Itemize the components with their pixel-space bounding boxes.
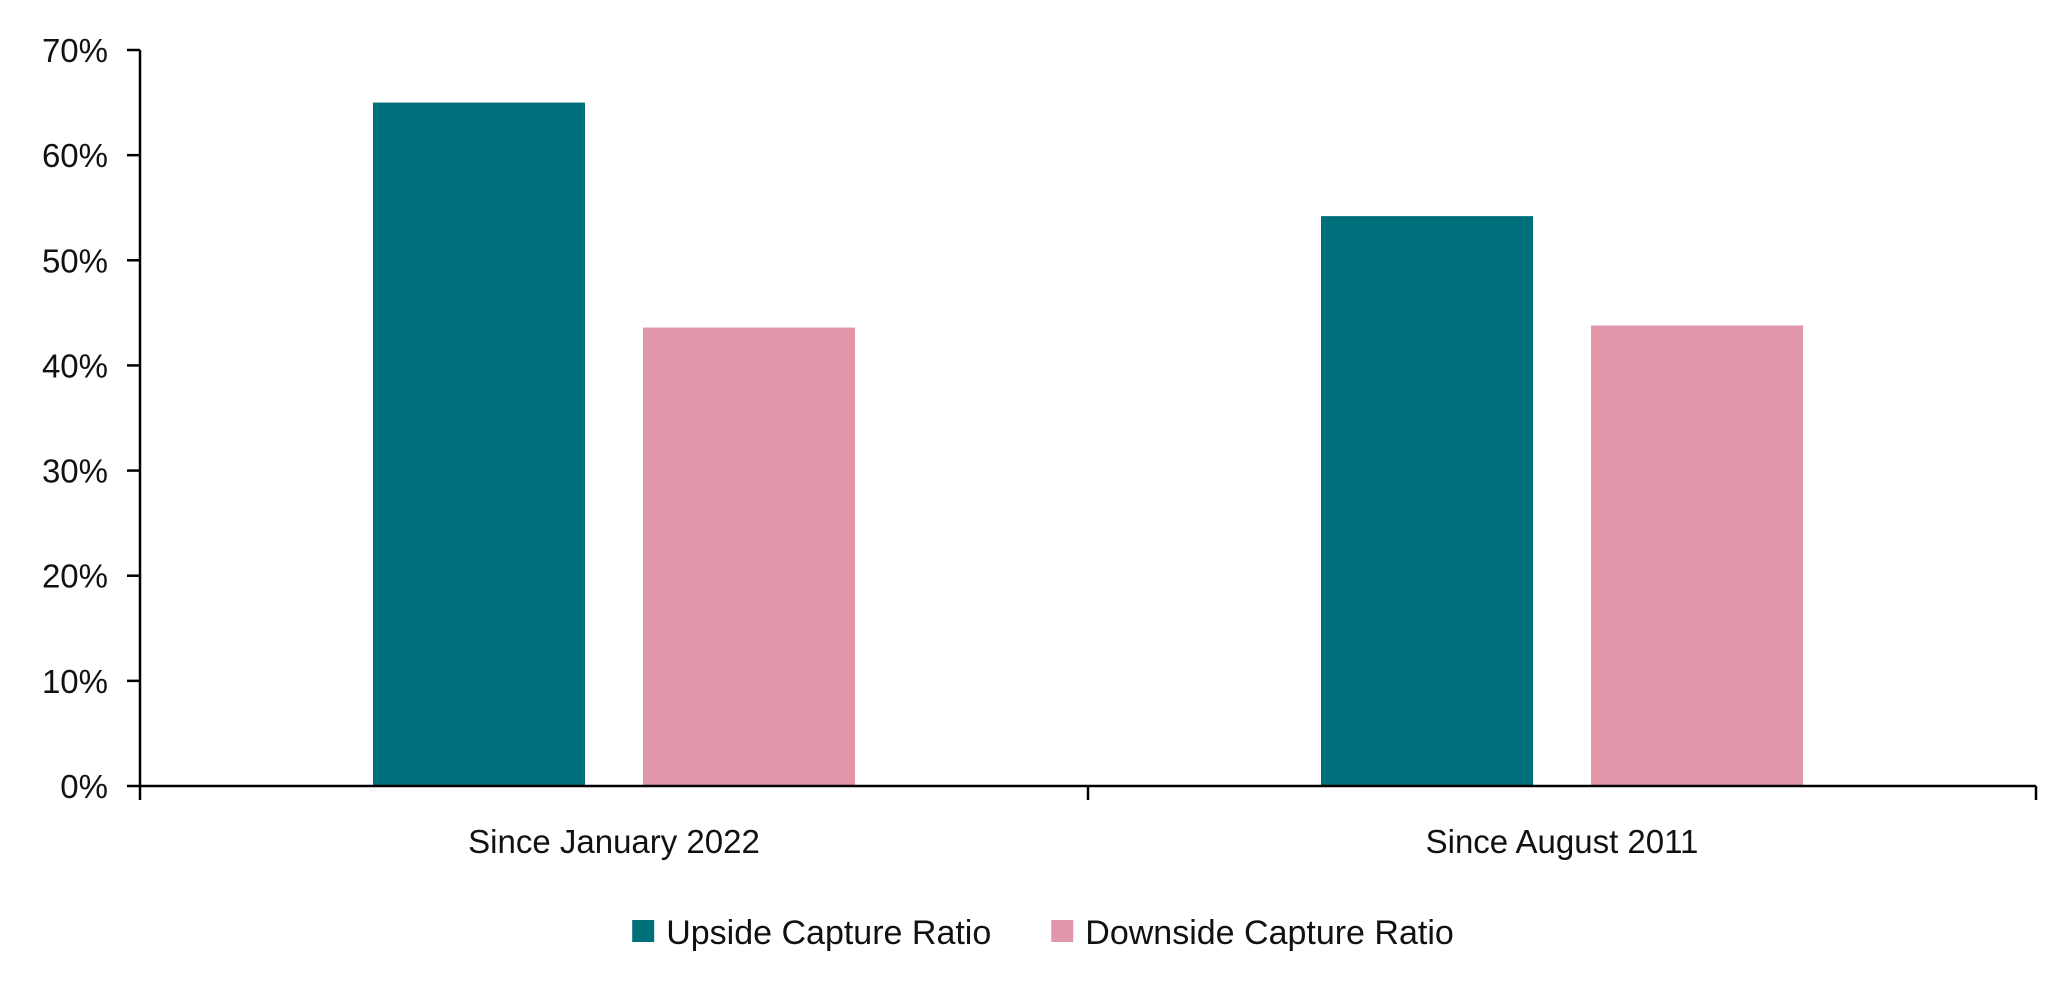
y-tick-label: 50% bbox=[42, 242, 108, 279]
x-axis bbox=[138, 784, 2038, 800]
y-tick-label: 30% bbox=[42, 453, 108, 490]
legend-swatch bbox=[1051, 920, 1074, 942]
legend: Upside Capture Ratio Downside Capture Rat… bbox=[632, 914, 1454, 952]
x-category-label: Since January 2022 bbox=[468, 823, 760, 860]
legend-item: Downside Capture Ratio bbox=[1051, 914, 1454, 952]
y-tick-label: 0% bbox=[60, 768, 108, 805]
y-tick-label: 10% bbox=[42, 663, 108, 700]
y-tick-label: 20% bbox=[42, 558, 108, 595]
legend-label: Downside Capture Ratio bbox=[1085, 914, 1454, 952]
bar-upside-0 bbox=[373, 102, 585, 787]
y-tick-label: 40% bbox=[42, 347, 108, 384]
category-labels: Since January 2022 Since August 2011 bbox=[468, 823, 1698, 860]
legend-label: Upside Capture Ratio bbox=[666, 914, 991, 952]
bar-downside-1 bbox=[1591, 325, 1803, 786]
bar-marks bbox=[373, 102, 1803, 787]
y-axis-ticks: 0% 10% 20% 30% 40% 50% 60% 70% bbox=[42, 32, 142, 805]
legend-item: Upside Capture Ratio bbox=[632, 914, 991, 952]
legend-swatch bbox=[632, 920, 655, 942]
x-category-label: Since August 2011 bbox=[1426, 823, 1699, 860]
y-tick-label: 70% bbox=[42, 32, 108, 69]
y-tick-label: 60% bbox=[42, 137, 108, 174]
bar-upside-1 bbox=[1321, 216, 1533, 786]
bar-downside-0 bbox=[643, 327, 855, 786]
